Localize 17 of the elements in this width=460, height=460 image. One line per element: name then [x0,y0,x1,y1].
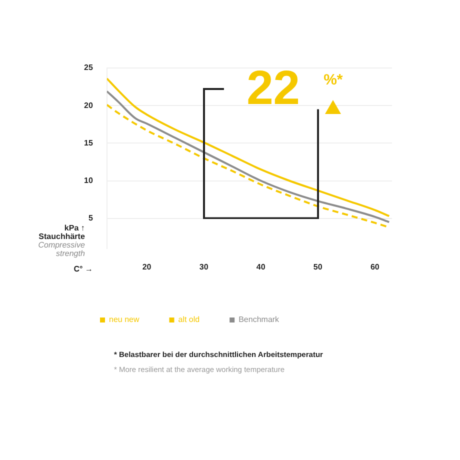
y-tick-label: 20 [84,100,94,110]
legend-label: Benchmark [238,315,280,324]
annotation: %* [324,72,343,89]
x-tick-label: 20 [142,262,152,272]
y-tick-label: 5 [88,214,94,223]
legend-label: neu new [109,315,140,324]
x-tick-label: 50 [313,262,323,272]
y-tick-label: 25 [84,63,94,72]
x-tick-label: 40 [256,262,266,272]
y-tick-label: 10 [84,176,94,185]
x-axis-title: C° → [74,264,93,274]
x-tick-label: 60 [370,262,380,272]
y-tick-label: 15 [84,138,94,148]
annotation: 22 [246,62,300,116]
x-tick-label: 30 [199,262,209,272]
y-axis-title: kPa ↑ Stauchhärte Compressive strength [38,224,86,258]
legend-label: alt old [178,315,200,324]
